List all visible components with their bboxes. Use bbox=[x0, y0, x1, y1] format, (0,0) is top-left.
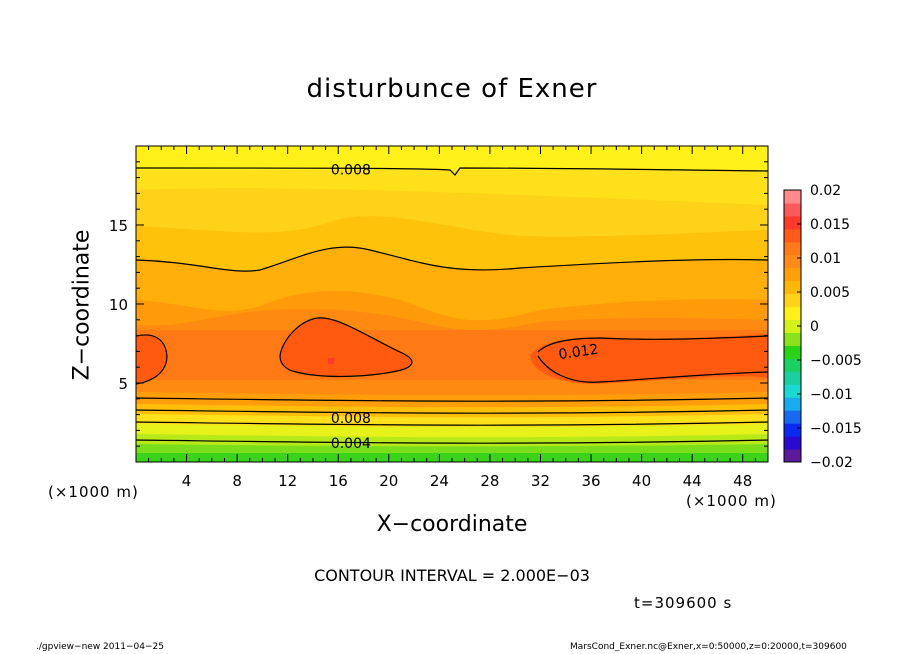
x-tick-label-6: 28 bbox=[480, 472, 499, 490]
footer-left: ./gpview−new 2011−04−25 bbox=[36, 642, 164, 652]
colorbar-segment-17 bbox=[784, 228, 801, 243]
colorbar-segment-3 bbox=[784, 410, 801, 424]
chart-title: disturbunce of Exner bbox=[306, 74, 598, 104]
colorbar-label-4: 0 bbox=[810, 319, 819, 335]
contour-label-1: 0.012 bbox=[558, 342, 600, 363]
x-tick-label-10: 44 bbox=[683, 472, 702, 490]
colorbar-label-8: −0.02 bbox=[810, 455, 853, 471]
y-axis-label: Z−coordinate bbox=[69, 229, 95, 381]
colorbar-label-2: 0.01 bbox=[810, 251, 841, 267]
colorbar-segment-0 bbox=[784, 449, 801, 463]
x-tick-label-11: 48 bbox=[733, 472, 752, 490]
x-tick-label-4: 20 bbox=[379, 472, 398, 490]
x-tick-label-5: 24 bbox=[430, 472, 449, 490]
colorbar-segment-15 bbox=[784, 254, 801, 269]
x-axis-label: X−coordinate bbox=[376, 512, 528, 537]
colorbar-segment-12 bbox=[784, 293, 801, 308]
contour-label-3: 0.004 bbox=[331, 436, 371, 452]
colorbar-segment-1 bbox=[784, 436, 801, 450]
contour-labels: 0.008 0.012 0.008 0.004 bbox=[331, 163, 600, 452]
x-unit-left: (×1000 m) bbox=[48, 483, 139, 501]
colorbar-label-0: 0.02 bbox=[810, 183, 841, 199]
colorbar-label-5: −0.005 bbox=[810, 353, 862, 369]
colorbar-segment-7 bbox=[784, 358, 801, 372]
colorbar-segment-16 bbox=[784, 241, 801, 256]
contour-label-2: 0.008 bbox=[331, 411, 371, 427]
x-tick-label-9: 40 bbox=[632, 472, 651, 490]
colorbar-label-7: −0.015 bbox=[810, 421, 862, 437]
contour-fill bbox=[136, 146, 768, 462]
colorbar-label-1: 0.015 bbox=[810, 217, 850, 233]
y-tick-label-0: 5 bbox=[118, 375, 128, 393]
colorbar-segment-19 bbox=[784, 202, 801, 217]
footer-right: MarsCond_Exner.nc@Exner,x=0:50000,z=0:20… bbox=[570, 642, 847, 652]
y-axis: 5 10 15 bbox=[109, 161, 768, 447]
x-unit-right: (×1000 m) bbox=[686, 492, 777, 510]
colorbar-segment-8 bbox=[784, 345, 801, 359]
contour-interval-label: CONTOUR INTERVAL = 2.000E−03 bbox=[314, 566, 590, 585]
colorbar-segment-6 bbox=[784, 371, 801, 385]
colorbar-segment-14 bbox=[784, 267, 801, 282]
colorbar-segment-5 bbox=[784, 384, 801, 398]
colorbar-label-6: −0.01 bbox=[810, 387, 853, 403]
x-tick-label-7: 32 bbox=[531, 472, 550, 490]
y-tick-label-2: 15 bbox=[109, 217, 128, 235]
colorbar-segment-18 bbox=[784, 215, 801, 230]
colorbar-segment-11 bbox=[784, 306, 801, 321]
contour-label-0: 0.008 bbox=[331, 163, 371, 179]
x-tick-label-1: 8 bbox=[232, 472, 242, 490]
colorbar-segment-20 bbox=[784, 190, 801, 204]
x-axis: 4 8 12 16 20 24 28 32 36 40 44 48 bbox=[148, 146, 756, 490]
colorbar-label-3: 0.005 bbox=[810, 285, 850, 301]
colorbar-segment-4 bbox=[784, 397, 801, 411]
x-tick-label-8: 36 bbox=[581, 472, 600, 490]
colorbar-segment-2 bbox=[784, 423, 801, 437]
x-tick-label-2: 12 bbox=[278, 472, 297, 490]
x-tick-label-0: 4 bbox=[182, 472, 192, 490]
colorbar: 0.02 0.015 0.01 0.005 0 −0.005 −0.01 −0.015 −0.0… bbox=[783, 183, 862, 471]
time-label: t=309600 s bbox=[634, 594, 733, 612]
y-tick-label-1: 10 bbox=[109, 296, 128, 314]
colorbar-segment-9 bbox=[784, 332, 801, 346]
contour-lines bbox=[136, 167, 768, 444]
x-tick-label-3: 16 bbox=[329, 472, 348, 490]
colorbar-segment-13 bbox=[784, 280, 801, 295]
colorbar-segment-10 bbox=[784, 319, 801, 333]
